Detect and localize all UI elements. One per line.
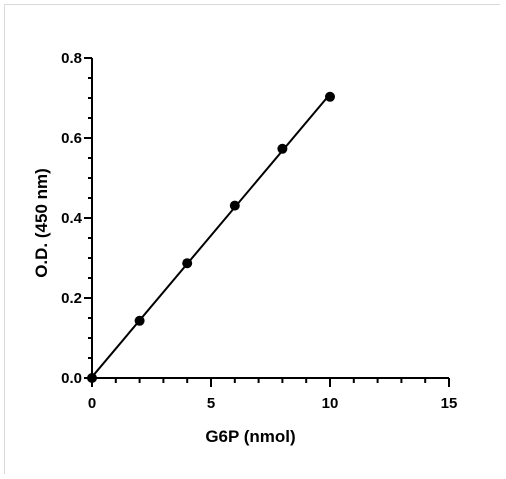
- x-tick-label: 10: [322, 395, 339, 412]
- y-tick-label: 0.2: [61, 290, 82, 307]
- y-tick-label: 0.6: [61, 130, 82, 147]
- x-tick-label: 5: [207, 395, 215, 412]
- data-point: [277, 143, 288, 154]
- fit-line: [91, 93, 331, 378]
- y-axis-ticks: [84, 57, 92, 379]
- x-tick-label: 15: [441, 395, 458, 412]
- y-tick-label: 0.0: [61, 370, 82, 387]
- x-axis-ticks: [91, 378, 450, 387]
- x-axis-title: G6P (nmol): [205, 427, 295, 446]
- x-tick-label: 0: [88, 395, 96, 412]
- chart-frame: [4, 4, 500, 474]
- x-axis-tick-labels: 0 5 10 15: [88, 395, 458, 412]
- y-axis-title: O.D. (450 nm): [32, 168, 51, 278]
- data-point: [229, 200, 240, 211]
- data-point: [182, 258, 193, 269]
- data-point: [325, 91, 335, 102]
- y-tick-label: 0.4: [61, 210, 83, 227]
- y-tick-label: 0.8: [61, 50, 82, 67]
- series-layer: [87, 91, 335, 383]
- axes: 0.0 0.2 0.4 0.6 0.8 0 5 10 15: [61, 50, 457, 412]
- data-point: [87, 373, 97, 383]
- y-axis-tick-labels: 0.0 0.2 0.4 0.6 0.8: [61, 50, 83, 387]
- data-point: [134, 315, 145, 326]
